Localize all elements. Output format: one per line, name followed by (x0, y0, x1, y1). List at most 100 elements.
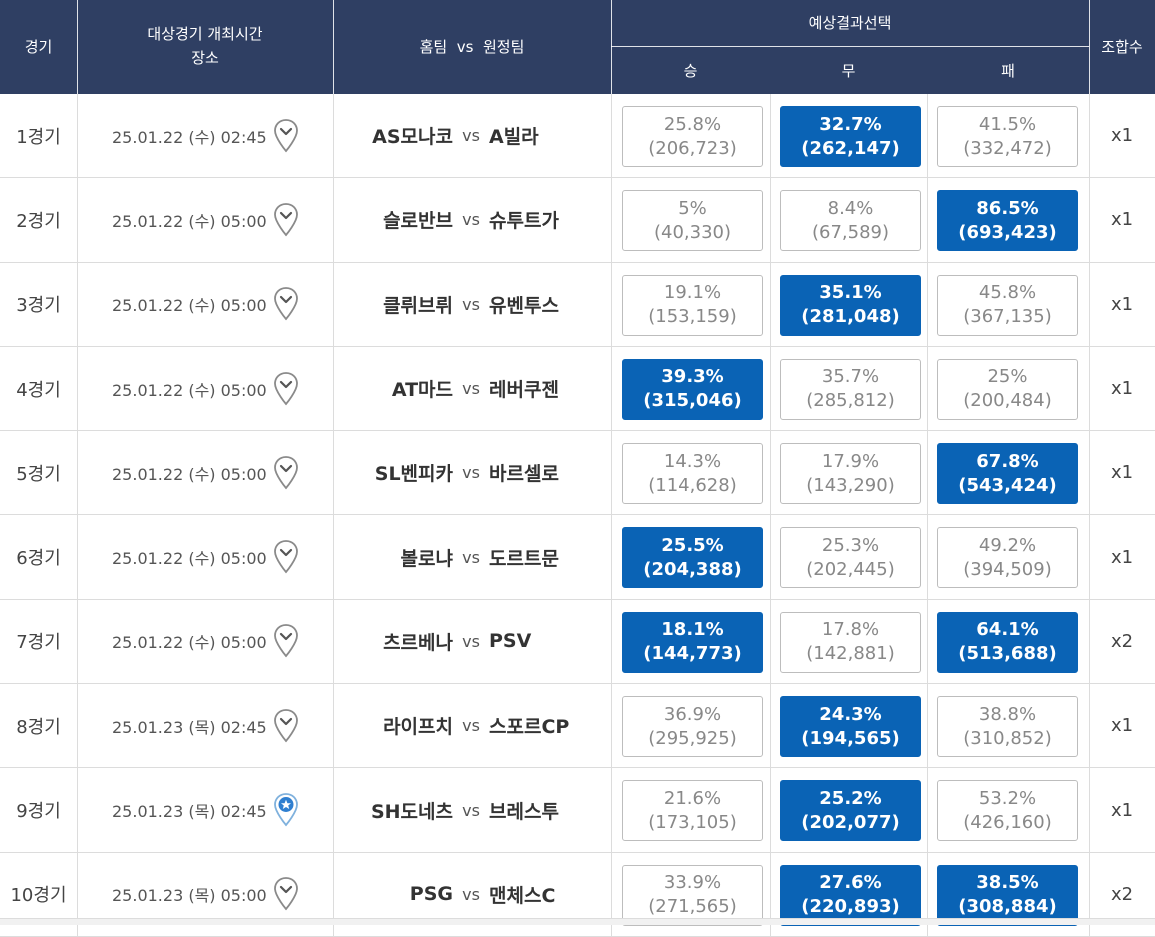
odds-count: (114,628) (648, 474, 737, 496)
home-team: 볼로냐 (400, 547, 453, 570)
win-button[interactable]: 14.3% (114,628) (622, 443, 763, 505)
draw-button[interactable]: 17.8% (142,881) (780, 611, 921, 673)
draw-button[interactable]: 32.7% (262,147) (780, 106, 921, 167)
win-button[interactable]: 25.8% (206,723) (622, 106, 763, 167)
header-match-no: 경기 (24, 38, 53, 56)
draw-button[interactable]: 24.3% (194,565) (780, 696, 921, 758)
win-button[interactable]: 39.3% (315,046) (622, 358, 763, 420)
home-team: SH도네츠 (370, 800, 453, 823)
header-draw: 무 (841, 61, 856, 80)
lose-button[interactable]: 53.2% (426,160) (937, 780, 1078, 842)
match-teams: AT마드 vs 레버쿠젠 (333, 347, 611, 430)
map-pin-icon[interactable] (273, 623, 299, 659)
home-team: 클뤼브뤼 (383, 294, 453, 317)
match-time: 25.01.23 (목) 02:45 (77, 684, 333, 767)
table-row: 8경기 25.01.23 (목) 02:45 라이프치 vs 스포르CP 36.9% (29… (0, 684, 1155, 769)
lose-button[interactable]: 86.5% (693,423) (937, 190, 1078, 252)
map-pin-icon[interactable] (273, 876, 299, 912)
header-combo: 조합수 (1101, 38, 1143, 56)
odds-count: (693,423) (958, 221, 1057, 243)
away-team: 맨체스C (489, 884, 556, 907)
combo-count: x1 (1110, 378, 1134, 400)
lose-button[interactable]: 41.5% (332,472) (937, 106, 1078, 167)
odds-count: (281,048) (801, 306, 900, 328)
match-time: 25.01.23 (목) 05:00 (77, 853, 333, 936)
match-number: 9경기 (16, 801, 61, 823)
away-team: 브레스투 (489, 800, 559, 823)
home-team: SL벤피카 (374, 463, 453, 486)
odds-percent: 18.1% (661, 619, 724, 641)
win-button[interactable]: 33.9% (271,565) (622, 864, 763, 926)
combo-count: x2 (1110, 630, 1134, 652)
odds-count: (220,893) (801, 896, 900, 918)
vs-label: vs (462, 463, 480, 483)
match-datetime: 25.01.22 (수) 05:00 (112, 296, 267, 316)
draw-button[interactable]: 27.6% (220,893) (780, 864, 921, 926)
home-team: AT마드 (391, 379, 453, 402)
odds-percent: 38.5% (976, 872, 1039, 894)
away-team: A빌라 (489, 126, 539, 149)
map-pin-icon[interactable] (273, 286, 299, 322)
odds-count: (394,509) (963, 558, 1052, 580)
match-number: 1경기 (16, 126, 61, 148)
lose-button[interactable]: 49.2% (394,509) (937, 527, 1078, 589)
draw-button[interactable]: 35.1% (281,048) (780, 274, 921, 336)
odds-count: (153,159) (648, 306, 737, 328)
map-pin-icon[interactable] (273, 539, 299, 575)
match-time: 25.01.22 (수) 05:00 (77, 347, 333, 430)
win-button[interactable]: 21.6% (173,105) (622, 780, 763, 842)
lose-button[interactable]: 38.5% (308,884) (937, 864, 1078, 926)
match-teams: 슬로반브 vs 슈투트가 (333, 178, 611, 261)
lose-button[interactable]: 25% (200,484) (937, 358, 1078, 420)
map-pin-icon[interactable] (273, 455, 299, 491)
away-team: 바르셀로 (489, 463, 559, 486)
odds-count: (143,290) (806, 474, 895, 496)
map-pin-icon[interactable] (273, 371, 299, 407)
odds-count: (285,812) (806, 390, 895, 412)
win-button[interactable]: 25.5% (204,388) (622, 527, 763, 589)
odds-count: (67,589) (811, 221, 890, 243)
vs-label: vs (462, 210, 480, 230)
match-number: 6경기 (16, 548, 61, 570)
odds-count: (194,565) (801, 727, 900, 749)
win-button[interactable]: 36.9% (295,925) (622, 696, 763, 758)
match-datetime: 25.01.22 (수) 05:00 (112, 380, 267, 400)
table-row: 1경기 25.01.22 (수) 02:45 AS모나코 vs A빌라 25.8% (206… (0, 94, 1155, 179)
lose-button[interactable]: 45.8% (367,135) (937, 274, 1078, 336)
odds-count: (40,330) (653, 221, 732, 243)
star-pin-icon[interactable] (273, 792, 299, 828)
map-pin-icon[interactable] (273, 118, 299, 154)
match-number: 2경기 (16, 210, 61, 232)
lose-button[interactable]: 38.8% (310,852) (937, 696, 1078, 758)
odds-count: (202,445) (806, 558, 895, 580)
match-time: 25.01.22 (수) 05:00 (77, 263, 333, 346)
map-pin-icon[interactable] (273, 202, 299, 238)
draw-button[interactable]: 17.9% (143,290) (780, 443, 921, 505)
home-team: PSG (409, 883, 453, 906)
odds-count: (206,723) (648, 137, 737, 159)
odds-percent: 39.3% (661, 366, 724, 388)
odds-percent: 25.8% (663, 113, 722, 135)
odds-percent: 36.9% (663, 703, 722, 725)
match-datetime: 25.01.22 (수) 05:00 (112, 211, 267, 231)
draw-button[interactable]: 25.3% (202,445) (780, 527, 921, 589)
header-time: 대상경기 개최시간 (147, 25, 263, 43)
match-datetime: 25.01.22 (수) 05:00 (112, 633, 267, 653)
lose-button[interactable]: 64.1% (513,688) (937, 611, 1078, 673)
away-team: 레버쿠젠 (489, 379, 559, 402)
win-button[interactable]: 18.1% (144,773) (622, 611, 763, 673)
match-datetime: 25.01.23 (목) 05:00 (112, 886, 267, 906)
draw-button[interactable]: 8.4% (67,589) (780, 190, 921, 252)
odds-percent: 8.4% (827, 197, 874, 219)
odds-count: (332,472) (963, 137, 1052, 159)
odds-count: (204,388) (643, 558, 742, 580)
lose-button[interactable]: 67.8% (543,424) (937, 443, 1078, 505)
win-button[interactable]: 19.1% (153,159) (622, 274, 763, 336)
combo-count: x1 (1110, 799, 1134, 821)
odds-percent: 25.5% (661, 534, 724, 556)
map-pin-icon[interactable] (273, 708, 299, 744)
draw-button[interactable]: 35.7% (285,812) (780, 358, 921, 420)
draw-button[interactable]: 25.2% (202,077) (780, 780, 921, 842)
match-time: 25.01.22 (수) 05:00 (77, 178, 333, 261)
win-button[interactable]: 5% (40,330) (622, 190, 763, 252)
